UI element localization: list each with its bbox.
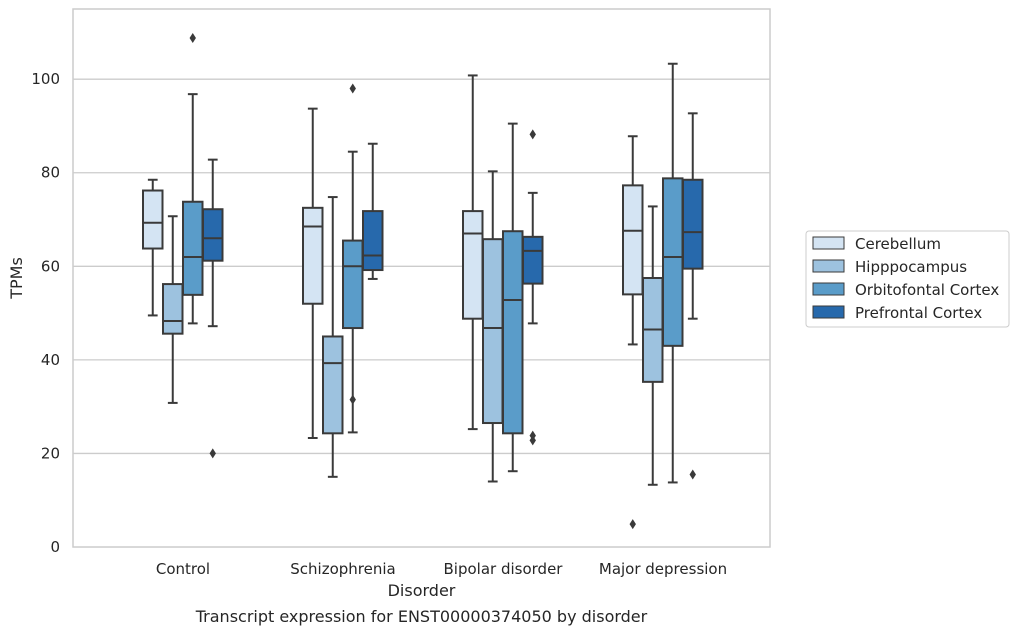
- box-prefrontal-cortex: [362, 142, 384, 280]
- legend-label: Hipppocampus: [855, 258, 967, 276]
- box-body: [502, 230, 524, 435]
- box-cerebellum: [302, 107, 324, 439]
- legend-swatch: [812, 282, 845, 296]
- box-prefrontal-cortex: [522, 129, 544, 446]
- box-body: [662, 177, 684, 347]
- y-tick-label: 0: [50, 538, 60, 556]
- box-body: [302, 206, 324, 305]
- box-cerebellum: [622, 135, 644, 530]
- box-orbitofontal-cortex: [502, 122, 524, 473]
- box-body: [342, 239, 364, 330]
- box-body: [162, 283, 184, 335]
- x-tick-label: Control: [156, 560, 210, 578]
- x-tick-label: Bipolar disorder: [444, 560, 564, 578]
- box-body: [362, 210, 384, 272]
- legend-frame: [805, 230, 1010, 328]
- legend-swatch: [812, 236, 845, 250]
- outlier-point: [189, 33, 196, 44]
- legend-label: Cerebellum: [855, 235, 941, 253]
- box-body: [522, 235, 544, 285]
- outlier-point: [529, 129, 536, 140]
- x-tick-label: Major depression: [599, 560, 727, 578]
- y-tick-label: 80: [41, 164, 60, 182]
- box-body: [462, 210, 484, 320]
- y-tick-labels: 0 20 40 60 80 100: [31, 70, 60, 556]
- outlier-point: [349, 83, 356, 94]
- y-tick-label: 40: [41, 351, 60, 369]
- box-body: [482, 238, 504, 425]
- box-hipppocampus: [642, 205, 664, 486]
- plot-frame: [72, 8, 771, 548]
- box-body: [622, 184, 644, 296]
- outlier-point: [629, 519, 636, 530]
- x-tick-labels: Control Schizophrenia Bipolar disorder Majo…: [156, 560, 727, 578]
- y-tick-label: 100: [31, 70, 60, 88]
- box-body: [682, 178, 704, 270]
- box-prefrontal-cortex: [202, 158, 224, 459]
- box-hipppocampus: [162, 215, 184, 404]
- box-orbitofontal-cortex: [662, 62, 684, 484]
- chart-caption: Transcript expression for ENST0000037405…: [195, 607, 648, 626]
- box-body: [142, 189, 164, 250]
- x-axis-label: Disorder: [388, 581, 456, 600]
- box-groups: [142, 33, 704, 530]
- legend: Cerebellum Hipppocampus Orbitofontal Corte…: [805, 230, 1010, 328]
- x-tick-label: Schizophrenia: [290, 560, 395, 578]
- box-hipppocampus: [322, 196, 344, 478]
- legend-label: Prefrontal Cortex: [855, 304, 982, 322]
- box-cerebellum: [142, 178, 164, 317]
- outlier-point: [349, 394, 356, 405]
- box-prefrontal-cortex: [682, 112, 704, 480]
- box-orbitofontal-cortex: [342, 83, 364, 434]
- outlier-point: [209, 448, 216, 459]
- y-tick-label: 20: [41, 444, 60, 462]
- y-axis-label: TPMs: [7, 257, 26, 300]
- legend-swatch: [812, 305, 845, 319]
- legend-label: Orbitofontal Cortex: [855, 281, 999, 299]
- legend-swatch: [812, 259, 845, 273]
- box-body: [182, 200, 204, 296]
- box-body: [202, 208, 224, 262]
- y-tick-label: 60: [41, 257, 60, 275]
- outlier-point: [529, 435, 536, 446]
- outlier-point: [689, 469, 696, 480]
- box-body: [322, 335, 344, 435]
